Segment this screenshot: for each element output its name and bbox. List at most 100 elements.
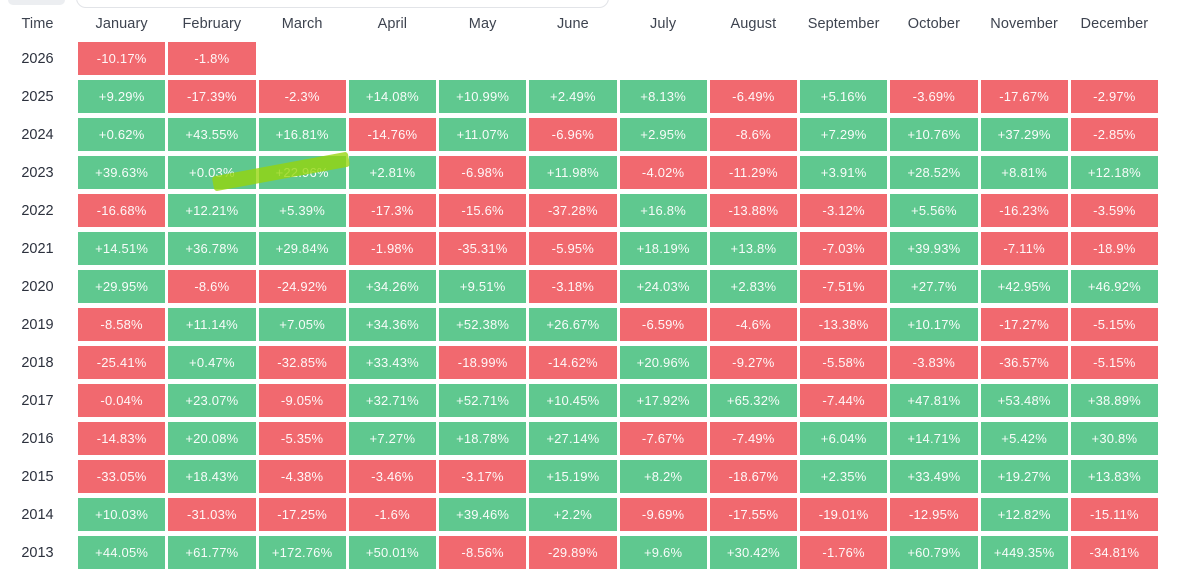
return-cell: +0.62% bbox=[78, 118, 166, 151]
return-cell: +14.51% bbox=[78, 232, 166, 265]
return-cell: +2.49% bbox=[529, 80, 617, 113]
return-cell: -6.98% bbox=[439, 156, 527, 189]
return-cell bbox=[439, 42, 526, 75]
return-cell: +8.81% bbox=[980, 156, 1068, 189]
return-cell: +24.03% bbox=[619, 270, 707, 303]
return-cell: +9.51% bbox=[439, 270, 527, 303]
return-cell: +29.84% bbox=[258, 232, 346, 265]
return-cell: +61.77% bbox=[168, 536, 256, 569]
return-cell: +2.2% bbox=[529, 498, 617, 531]
return-cell: -36.57% bbox=[980, 346, 1068, 379]
table-row: 2018 -25.41% +0.47% -32.85% +33.43% -18.99% -1… bbox=[0, 346, 1158, 379]
return-cell: -24.92% bbox=[258, 270, 346, 303]
return-cell: -14.62% bbox=[529, 346, 617, 379]
return-cell: -33.05% bbox=[78, 460, 166, 493]
return-cell: +39.93% bbox=[890, 232, 978, 265]
year-label: 2013 bbox=[21, 544, 54, 561]
return-cell: +20.08% bbox=[168, 422, 256, 455]
return-cell bbox=[1071, 42, 1158, 75]
return-cell: +30.8% bbox=[1070, 422, 1158, 455]
return-cell: -6.59% bbox=[619, 308, 707, 341]
return-cell: +449.35% bbox=[980, 536, 1068, 569]
return-cell: +5.42% bbox=[980, 422, 1068, 455]
year-label: 2025 bbox=[21, 88, 54, 105]
return-cell: +39.46% bbox=[439, 498, 527, 531]
return-cell: -3.12% bbox=[800, 194, 888, 227]
table-row: 2014 +10.03% -31.03% -17.25% -1.6% +39.46% +2.… bbox=[0, 498, 1158, 531]
return-cell: +10.99% bbox=[439, 80, 527, 113]
year-label: 2024 bbox=[21, 126, 54, 143]
return-cell: +37.29% bbox=[980, 118, 1068, 151]
return-cell: -31.03% bbox=[168, 498, 256, 531]
return-cell: -5.15% bbox=[1070, 346, 1158, 379]
return-cell: +22.96% bbox=[258, 156, 346, 189]
return-cell: -37.28% bbox=[529, 194, 617, 227]
return-cell: -1.76% bbox=[800, 536, 888, 569]
return-cell: +12.18% bbox=[1070, 156, 1158, 189]
return-cell: +16.81% bbox=[258, 118, 346, 151]
return-cell: -1.6% bbox=[348, 498, 436, 531]
return-cell: +43.55% bbox=[168, 118, 256, 151]
return-cell: -17.27% bbox=[980, 308, 1068, 341]
return-cell: +2.81% bbox=[348, 156, 436, 189]
return-cell: +27.7% bbox=[890, 270, 978, 303]
return-cell: -11.29% bbox=[709, 156, 797, 189]
return-cell: -7.67% bbox=[619, 422, 707, 455]
return-cell: -9.27% bbox=[709, 346, 797, 379]
return-cell: +23.07% bbox=[168, 384, 256, 417]
return-cell bbox=[981, 42, 1068, 75]
return-cell: +11.98% bbox=[529, 156, 617, 189]
table-row: 2016 -14.83% +20.08% -5.35% +7.27% +18.78% +27… bbox=[0, 422, 1158, 455]
return-cell: -7.03% bbox=[800, 232, 888, 265]
return-cell: -7.51% bbox=[800, 270, 888, 303]
return-cell: -7.44% bbox=[800, 384, 888, 417]
table-row: 2013 +44.05% +61.77% +172.76% +50.01% -8.56% -… bbox=[0, 536, 1158, 569]
return-cell: +9.6% bbox=[619, 536, 707, 569]
return-cell: +19.27% bbox=[980, 460, 1068, 493]
return-cell: +11.14% bbox=[168, 308, 256, 341]
return-cell: +34.36% bbox=[348, 308, 436, 341]
return-cell: -6.49% bbox=[709, 80, 797, 113]
return-cell: -14.76% bbox=[348, 118, 436, 151]
return-cell bbox=[890, 42, 977, 75]
return-cell: +10.03% bbox=[78, 498, 166, 531]
return-cell: -4.38% bbox=[258, 460, 346, 493]
column-header-july: July bbox=[650, 16, 677, 32]
table-row: 2023 +39.63% +0.03% +22.96% +2.81% -6.98% +11.… bbox=[0, 156, 1158, 189]
toolbar-button-partial[interactable] bbox=[8, 0, 65, 5]
year-label: 2019 bbox=[21, 316, 54, 333]
return-cell: -0.04% bbox=[78, 384, 166, 417]
column-header-june: June bbox=[556, 16, 589, 32]
return-cell: +50.01% bbox=[348, 536, 436, 569]
return-cell: -19.01% bbox=[800, 498, 888, 531]
return-cell: +20.96% bbox=[619, 346, 707, 379]
return-cell: -34.81% bbox=[1070, 536, 1158, 569]
year-label: 2020 bbox=[21, 278, 54, 295]
return-cell: +12.82% bbox=[980, 498, 1068, 531]
return-cell: +46.92% bbox=[1070, 270, 1158, 303]
return-cell: -17.39% bbox=[168, 80, 256, 113]
return-cell: -35.31% bbox=[439, 232, 527, 265]
return-cell: +32.71% bbox=[348, 384, 436, 417]
return-cell: -16.68% bbox=[78, 194, 166, 227]
column-header-march: March bbox=[281, 16, 323, 32]
return-cell: -18.99% bbox=[439, 346, 527, 379]
return-cell: +13.8% bbox=[709, 232, 797, 265]
year-label: 2014 bbox=[21, 506, 54, 523]
return-cell: -14.83% bbox=[78, 422, 166, 455]
year-label: 2018 bbox=[21, 354, 54, 371]
return-cell: -3.59% bbox=[1070, 194, 1158, 227]
return-cell: +33.49% bbox=[890, 460, 978, 493]
return-cell: -4.6% bbox=[709, 308, 797, 341]
return-cell: +34.26% bbox=[348, 270, 436, 303]
year-label: 2017 bbox=[21, 392, 54, 409]
return-cell: -15.11% bbox=[1070, 498, 1158, 531]
return-cell: -32.85% bbox=[258, 346, 346, 379]
return-cell bbox=[800, 42, 887, 75]
column-header-november: November bbox=[990, 16, 1058, 32]
return-cell: -2.85% bbox=[1070, 118, 1158, 151]
return-cell bbox=[529, 42, 616, 75]
return-cell: +52.71% bbox=[439, 384, 527, 417]
table-row: 2021 +14.51% +36.78% +29.84% -1.98% -35.31% -5… bbox=[0, 232, 1158, 265]
return-cell: -5.15% bbox=[1070, 308, 1158, 341]
